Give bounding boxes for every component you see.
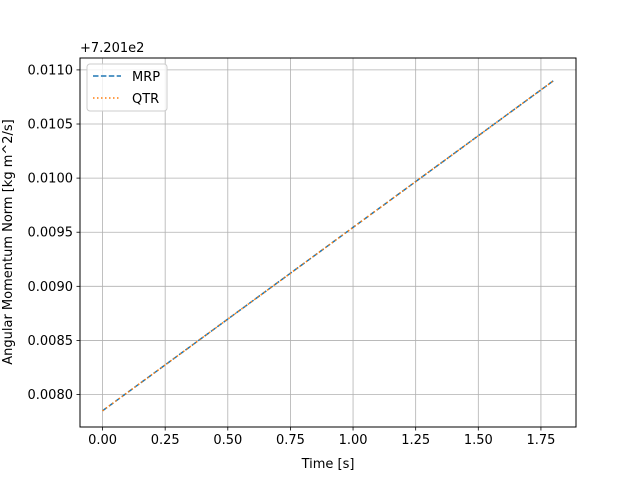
y-tick-label: 0.0080 [28,388,74,403]
x-tick-label: 1.25 [401,433,430,448]
x-axis-label: Time [s] [301,457,355,472]
y-tick-label: 0.0095 [28,226,74,241]
offset-text: +7.201e2 [80,41,144,56]
legend: MRP QTR [86,63,168,112]
grid-lines [80,58,576,427]
x-tick-label: 0.50 [213,433,242,448]
y-tick-label: 0.0090 [28,280,74,295]
axis-ticks: 0.00 0.25 0.50 0.75 1.00 1.25 1.50 1.75 0.0080 0.… [28,63,556,448]
legend-label-mrp: MRP [132,70,160,85]
y-tick-label: 0.0105 [28,118,74,133]
x-tick-label: 1.00 [339,433,368,448]
x-tick-label: 1.75 [526,433,555,448]
legend-box [86,63,168,112]
y-tick-label: 0.0085 [28,334,74,349]
x-tick-label: 0.75 [276,433,305,448]
series-line-mrp [102,80,554,412]
plot-frame [79,57,577,428]
legend-label-qtr: QTR [132,92,159,107]
x-tick-label: 0.25 [151,433,180,448]
y-tick-label: 0.0100 [28,172,74,187]
y-tick-label: 0.0110 [28,63,74,78]
series-lines [102,80,554,412]
series-line-qtr [102,80,554,412]
x-tick-label: 1.50 [464,433,493,448]
x-tick-label: 0.00 [88,433,117,448]
y-axis-label: Angular Momentum Norm [kg m^2/s] [1,119,16,365]
